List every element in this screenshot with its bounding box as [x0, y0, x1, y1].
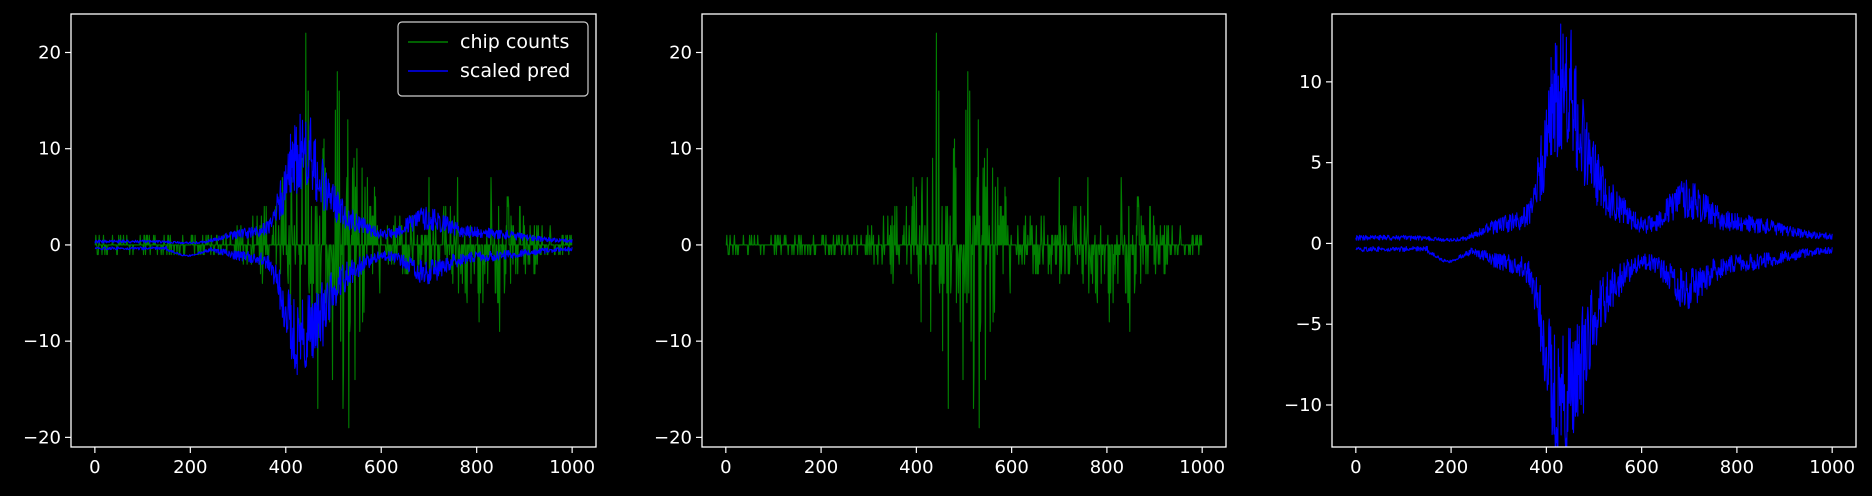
plot-area [94, 32, 573, 429]
series-line-scaled-pred-lower [94, 246, 573, 376]
x-tick-label: 200 [804, 457, 838, 478]
x-tick-label: 1000 [1179, 457, 1225, 478]
x-tick-label: 400 [899, 457, 933, 478]
legend-label: scaled pred [460, 60, 570, 82]
panel-left: 0 200 400 600 800 1000 −20 −10 0 10 20 chip counts s… [23, 13, 597, 478]
series-line-scaled-pred-upper [94, 113, 573, 245]
axes-frame [70, 13, 597, 448]
y-tick-label: −10 [1284, 395, 1322, 416]
plot-area [1355, 23, 1833, 447]
y-tick-label: 10 [669, 139, 692, 160]
series-line-chip-counts [725, 32, 1203, 429]
x-tick-label: 1000 [549, 457, 595, 478]
x-tick-label: 0 [720, 457, 731, 478]
x-tick-label: 600 [994, 457, 1028, 478]
y-tick-label: −20 [654, 427, 692, 448]
x-tick-label: 200 [173, 457, 207, 478]
y-tick-label: 10 [38, 139, 61, 160]
legend-label: chip counts [460, 31, 569, 53]
y-tick-label: 0 [50, 235, 61, 256]
x-tick-label: 0 [1350, 457, 1361, 478]
legend: chip counts scaled pred [397, 21, 589, 97]
y-tick-label: 0 [1311, 233, 1322, 254]
y-tick-label: 5 [1311, 153, 1322, 174]
series-line-chip-counts [94, 32, 573, 429]
panel-middle: 0 200 400 600 800 1000 −20 −10 0 10 20 [654, 13, 1227, 478]
x-tick-label: 800 [1090, 457, 1124, 478]
y-tick-label: 20 [669, 42, 692, 63]
y-tick-label: 10 [1299, 72, 1322, 93]
x-tick-label: 600 [364, 457, 398, 478]
x-tick-label: 1000 [1809, 457, 1855, 478]
x-tick-label: 800 [460, 457, 494, 478]
x-tick-label: 600 [1624, 457, 1658, 478]
series-line-scaled-pred-lower [1355, 245, 1833, 447]
x-tick-label: 400 [1529, 457, 1563, 478]
y-tick-label: −10 [654, 331, 692, 352]
y-tick-label: 0 [681, 235, 692, 256]
y-tick-label: −20 [23, 427, 61, 448]
x-tick-label: 200 [1434, 457, 1468, 478]
series-line-scaled-pred-upper [1355, 23, 1833, 243]
y-tick-label: 20 [38, 42, 61, 63]
x-tick-label: 0 [89, 457, 100, 478]
legend-box [397, 21, 589, 97]
x-tick-label: 400 [269, 457, 303, 478]
y-tick-label: −10 [23, 331, 61, 352]
y-tick-label: −5 [1295, 314, 1322, 335]
panel-right: 0 200 400 600 800 1000 −10 −5 0 5 10 [1284, 13, 1857, 478]
x-tick-label: 800 [1720, 457, 1754, 478]
plot-area [725, 32, 1203, 429]
axes-frame [701, 13, 1227, 448]
axes-frame [1331, 13, 1857, 448]
